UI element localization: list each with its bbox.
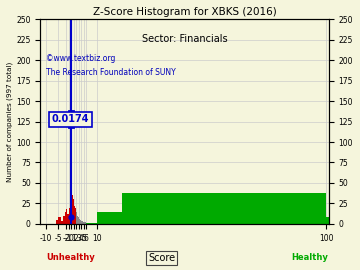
Bar bbox=[63, 216, 65, 224]
Text: Unhealthy: Unhealthy bbox=[46, 253, 95, 262]
Bar bbox=[79, 219, 80, 224]
Bar bbox=[70, 199, 71, 224]
Bar bbox=[65, 212, 66, 224]
Bar bbox=[84, 222, 85, 224]
Text: The Research Foundation of SUNY: The Research Foundation of SUNY bbox=[46, 68, 176, 77]
Bar bbox=[85, 222, 86, 224]
Bar bbox=[72, 195, 73, 224]
Text: ©www.textbiz.org: ©www.textbiz.org bbox=[46, 54, 116, 63]
Bar bbox=[71, 21, 72, 224]
Bar bbox=[58, 217, 61, 224]
Text: 0.0174: 0.0174 bbox=[51, 114, 89, 124]
Bar bbox=[96, 212, 122, 224]
Bar bbox=[83, 222, 84, 224]
Bar bbox=[61, 221, 63, 224]
Bar bbox=[75, 208, 76, 224]
Bar bbox=[68, 208, 70, 224]
Bar bbox=[82, 221, 83, 224]
Title: Z-Score Histogram for XBKS (2016): Z-Score Histogram for XBKS (2016) bbox=[93, 7, 276, 17]
Bar bbox=[73, 199, 74, 224]
Y-axis label: Number of companies (997 total): Number of companies (997 total) bbox=[7, 61, 13, 182]
Bar bbox=[81, 221, 82, 224]
Bar bbox=[122, 193, 326, 224]
Bar bbox=[78, 217, 79, 224]
Bar bbox=[80, 220, 81, 224]
Bar bbox=[326, 217, 329, 224]
Bar bbox=[56, 220, 58, 224]
Bar bbox=[89, 223, 96, 224]
Text: Healthy: Healthy bbox=[291, 253, 328, 262]
Bar bbox=[66, 209, 67, 224]
Bar bbox=[67, 214, 68, 224]
Bar bbox=[77, 216, 78, 224]
Bar bbox=[76, 212, 77, 224]
Bar bbox=[74, 206, 75, 224]
Text: Sector: Financials: Sector: Financials bbox=[142, 35, 228, 45]
Bar bbox=[86, 223, 89, 224]
Text: Score: Score bbox=[148, 253, 175, 263]
